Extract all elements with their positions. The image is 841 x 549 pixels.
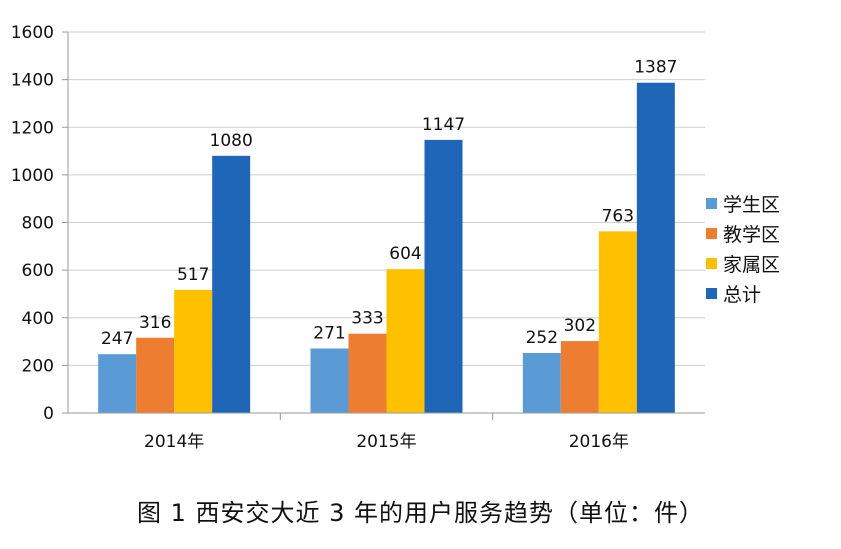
legend-item: 家属区 (706, 248, 780, 278)
bar (424, 139, 463, 414)
bar (348, 333, 387, 413)
legend-item: 总计 (706, 278, 780, 308)
data-label: 302 (564, 316, 596, 336)
bars (98, 82, 675, 414)
y-axis-ticks: 0 200 400 600 800 1000 1200 1400 1600 (11, 23, 68, 424)
legend-item: 教学区 (706, 218, 780, 248)
data-label: 333 (351, 309, 383, 329)
legend: 学生区教学区家属区总计 (706, 188, 780, 308)
bar (560, 341, 599, 413)
bar (636, 82, 675, 413)
data-label: 1147 (422, 115, 465, 135)
data-label: 1080 (210, 131, 253, 151)
y-tick-label: 800 (22, 214, 54, 234)
y-tick-label: 1200 (11, 118, 54, 138)
y-tick-label: 400 (22, 309, 54, 329)
legend-label: 学生区 (723, 193, 781, 216)
y-tick-label: 600 (22, 261, 54, 281)
x-axis: 2014年 2015年 2016年 (67, 32, 705, 452)
legend-swatch (706, 257, 717, 269)
data-label: 252 (526, 328, 558, 348)
bar (598, 231, 637, 413)
data-label: 247 (101, 329, 133, 349)
bar (212, 155, 251, 413)
bar (522, 352, 561, 413)
data-label: 1387 (634, 58, 677, 78)
figure-caption: 图 1 西安交大近 3 年的用户服务趋势（单位：件） (136, 499, 705, 527)
y-tick-label: 200 (22, 356, 54, 376)
bar (98, 354, 137, 413)
x-category-label: 2016年 (569, 432, 629, 452)
bar (136, 337, 175, 413)
data-label: 316 (139, 313, 171, 333)
bar (174, 289, 213, 413)
legend-swatch (706, 287, 717, 299)
data-labels: 247 316 517 1080 271 333 604 1147 252 302 763 1387 (101, 58, 678, 349)
legend-label: 教学区 (723, 223, 781, 246)
y-tick-label: 1600 (11, 23, 54, 43)
y-tick-label: 1400 (11, 71, 54, 91)
y-tick-label: 1000 (11, 166, 54, 186)
legend-item: 学生区 (706, 188, 780, 218)
x-category-label: 2015年 (356, 432, 416, 452)
x-category-label: 2014年 (144, 432, 204, 452)
legend-swatch (706, 227, 717, 239)
bar (386, 269, 425, 413)
y-tick-label: 0 (43, 404, 54, 424)
data-label: 517 (177, 265, 209, 285)
bar-chart: 0 200 400 600 800 1000 1200 1400 1600 247 316 517 1… (11, 23, 705, 452)
data-label: 763 (602, 206, 634, 226)
data-label: 271 (313, 323, 345, 343)
legend-label: 家属区 (723, 253, 781, 276)
bar (310, 348, 349, 413)
legend-swatch (706, 197, 717, 209)
data-label: 604 (389, 244, 421, 264)
legend-label: 总计 (723, 283, 762, 306)
